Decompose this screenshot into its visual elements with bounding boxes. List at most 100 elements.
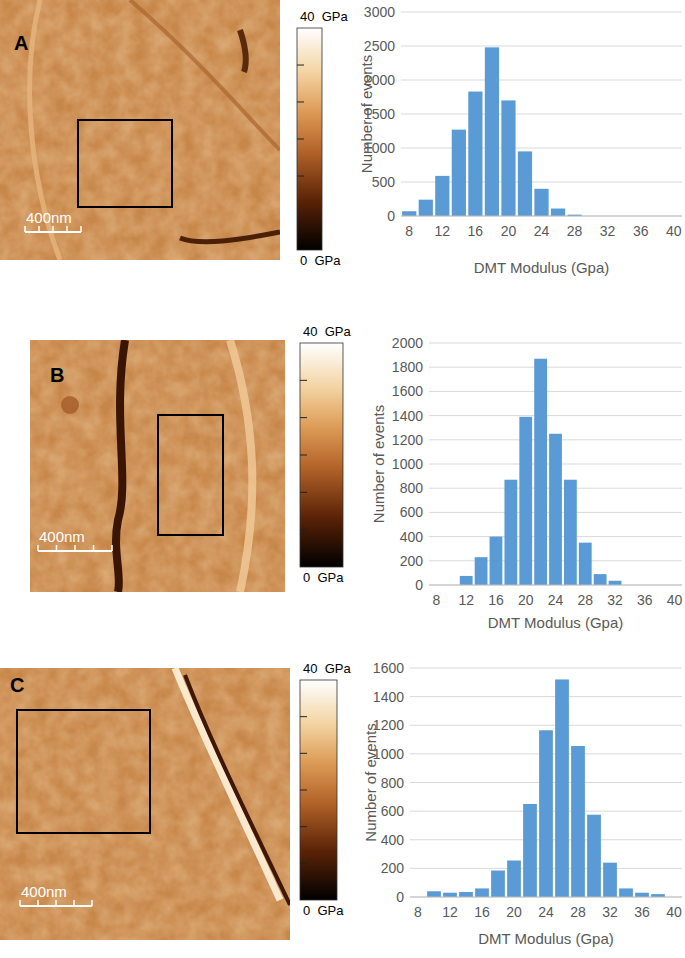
colorbar-tick [300,716,307,717]
x-axis-line [429,585,682,586]
colorbar-tick [300,826,307,827]
bar [491,871,505,897]
bar [460,576,473,585]
y-axis-title: Number of events [370,405,387,523]
grid-line [429,367,682,368]
ridge [175,668,280,900]
x-tick-label: 40 [666,904,682,920]
grid-line [401,148,682,149]
scale-bar-tick [19,900,21,906]
bar [459,892,473,897]
bar [534,359,547,585]
bar [490,537,503,585]
bar [539,730,553,897]
afm-image [0,668,290,940]
y-axis-title: Number of events [358,55,375,173]
colorbar [297,28,322,250]
y-tick-label: 800 [381,775,405,791]
colorbar-tick [297,139,304,140]
scale-bar-tick [73,900,75,906]
x-tick-label: 24 [534,223,550,239]
grid-line [401,216,682,217]
grid-line [429,343,682,344]
colorbar-tick [297,65,304,66]
bar [519,417,532,585]
x-tick-label: 28 [567,223,583,239]
colorbar-max-label: 40 GPa [303,661,351,676]
colorbar-tick [300,492,307,493]
grid-line [410,696,682,697]
scale-bar-tick [111,545,113,551]
region-box [78,120,172,207]
bar [619,888,633,897]
x-tick-label: 28 [570,904,586,920]
x-tick-label: 40 [667,592,683,608]
bar [518,151,532,216]
colorbar-tick [300,417,307,418]
bars [460,359,622,585]
colorbar-max-label: 40 GPa [303,324,351,339]
colorbar-min-label: 0 GPa [303,903,344,918]
panel-label: C [10,674,24,696]
region-box [158,415,223,535]
image-background [0,0,280,260]
bar [587,815,601,897]
crack [180,232,280,242]
bar [549,434,562,585]
bar [435,176,449,216]
x-tick-label: 20 [501,223,517,239]
x-axis-line [401,216,682,217]
scale-bar-tick [91,900,93,906]
scale-bar-tick [80,226,82,232]
y-tick-label: 1400 [392,408,423,424]
bars [427,679,665,897]
x-tick-label: 12 [435,223,451,239]
y-tick-label: 600 [400,504,424,520]
grid-line [401,80,682,81]
bar [564,480,577,585]
y-tick-label: 200 [400,553,424,569]
scale-bar-tick [38,226,40,232]
x-tick-label: 32 [607,592,623,608]
y-tick-label: 800 [400,480,424,496]
scale-bar-label: 400nm [39,528,85,545]
x-tick-label: 16 [468,223,484,239]
pit [61,396,79,414]
bar [475,888,489,897]
bar [507,861,521,897]
scale-bar-tick [66,226,68,232]
bar [523,804,537,897]
y-tick-label: 1200 [392,432,423,448]
grid-line [410,668,682,669]
bar [443,893,457,897]
image-texture [30,340,285,592]
x-tick-label: 16 [488,592,504,608]
x-tick-label: 24 [538,904,554,920]
colorbar-max-label: 40 GPa [300,9,348,24]
colorbar-tick [297,101,304,102]
grid-line [410,725,682,726]
bar [579,543,592,585]
scale-bar-tick [52,226,54,232]
crack [240,30,246,72]
x-tick-label: 12 [442,904,458,920]
scale-bar-tick [24,226,26,232]
bar [551,209,565,216]
bar [555,679,569,897]
bar [571,746,585,897]
grid-line [410,897,682,898]
y-tick-label: 2500 [364,38,395,54]
bar [468,92,482,216]
y-tick-label: 1600 [373,660,404,676]
figure: A400nm40 GPa0 GPaB400nm40 GPa0 GPaC400nm… [0,0,685,958]
histogram: 0200400600800100012001400160018002000812… [370,335,683,631]
colorbar-tick [300,863,307,864]
y-tick-label: 600 [381,803,405,819]
x-axis-line [410,897,682,898]
bar [427,891,441,897]
scale-bar-tick [55,900,57,906]
crack [185,675,290,905]
y-tick-label: 1000 [392,456,423,472]
bar [635,893,649,897]
y-tick-label: 3000 [364,4,395,20]
